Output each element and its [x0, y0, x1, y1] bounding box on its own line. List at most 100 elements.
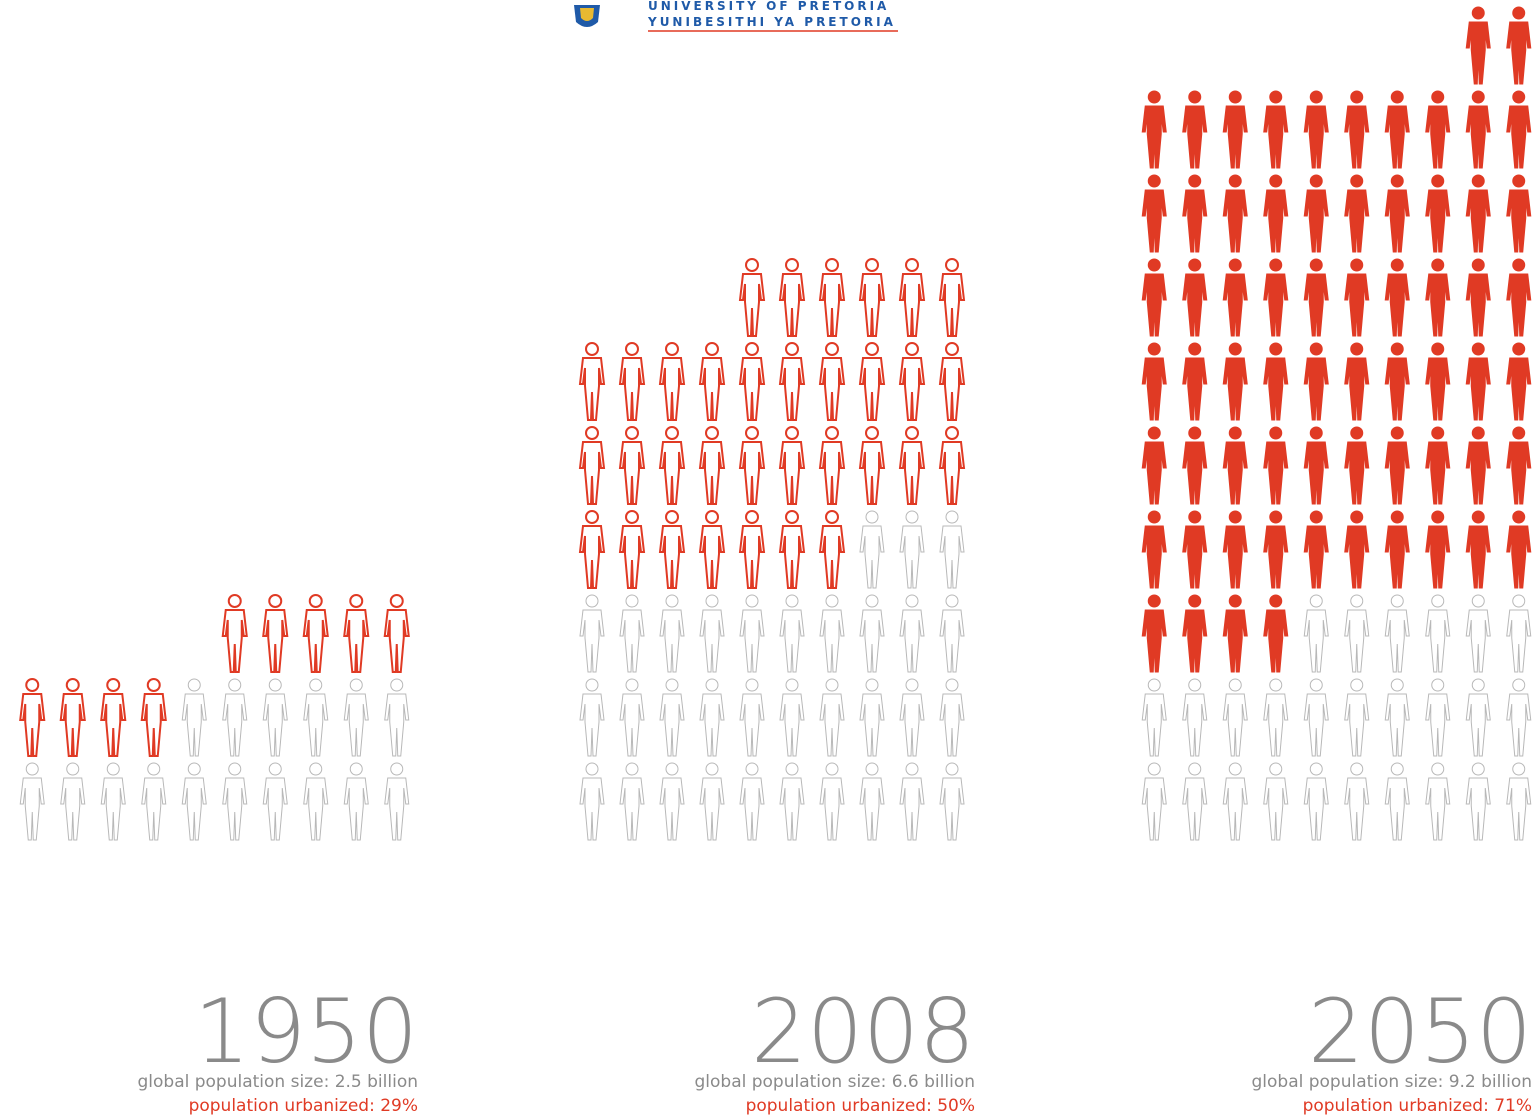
person-body: [20, 694, 44, 756]
person-body: [182, 778, 206, 840]
person-figure: [580, 427, 604, 504]
person-figure: [101, 763, 125, 840]
person-body: [1507, 694, 1531, 756]
person-head: [626, 679, 638, 691]
person-figure: [1345, 343, 1369, 420]
person-head: [946, 511, 958, 523]
person-head: [586, 343, 598, 355]
person-figure: [620, 679, 644, 756]
person-head: [946, 259, 958, 271]
person-body: [1466, 106, 1490, 168]
person-body: [660, 442, 684, 504]
person-figure: [620, 763, 644, 840]
person-figure: [620, 595, 644, 672]
person-head: [1229, 343, 1241, 355]
person-figure: [1385, 91, 1409, 168]
person-figure: [900, 427, 924, 504]
person-head: [866, 511, 878, 523]
person-body: [860, 274, 884, 336]
person-figure: [1304, 259, 1328, 336]
person-figure: [1385, 343, 1409, 420]
person-body: [620, 358, 644, 420]
person-figure: [1264, 427, 1288, 504]
person-head: [1229, 427, 1241, 439]
person-body: [1223, 610, 1247, 672]
person-body: [1183, 694, 1207, 756]
person-figure: [1507, 91, 1531, 168]
person-figure: [1385, 259, 1409, 336]
person-head: [1391, 511, 1403, 523]
person-body: [1264, 106, 1288, 168]
person-body: [740, 442, 764, 504]
person-head: [1513, 175, 1525, 187]
person-head: [1148, 343, 1160, 355]
person-figure: [580, 763, 604, 840]
person-body: [860, 694, 884, 756]
person-figure: [820, 679, 844, 756]
person-body: [860, 778, 884, 840]
person-body: [660, 526, 684, 588]
person-head: [67, 763, 79, 775]
person-head: [1229, 763, 1241, 775]
person-body: [1385, 358, 1409, 420]
person-head: [1513, 259, 1525, 271]
person-head: [310, 679, 322, 691]
person-head: [906, 763, 918, 775]
person-head: [1310, 259, 1322, 271]
person-figure: [1385, 427, 1409, 504]
person-figure: [182, 763, 206, 840]
person-figure: [740, 343, 764, 420]
person-head: [826, 679, 838, 691]
person-figure: [1264, 175, 1288, 252]
person-figure: [660, 679, 684, 756]
person-figure: [1385, 511, 1409, 588]
person-head: [1229, 91, 1241, 103]
person-head: [1391, 427, 1403, 439]
person-body: [1304, 358, 1328, 420]
person-body: [1507, 778, 1531, 840]
person-figure: [580, 595, 604, 672]
person-figure: [385, 679, 409, 756]
person-figure: [860, 511, 884, 588]
person-body: [61, 694, 85, 756]
person-figure: [860, 595, 884, 672]
person-head: [1189, 427, 1201, 439]
person-figure: [1345, 175, 1369, 252]
person-figure: [1426, 595, 1450, 672]
person-head: [946, 763, 958, 775]
person-head: [746, 427, 758, 439]
person-head: [269, 595, 281, 607]
person-figure: [900, 511, 924, 588]
population-label: global population size: 6.6 billion: [694, 1072, 975, 1092]
person-body: [1142, 778, 1166, 840]
person-head: [586, 595, 598, 607]
person-figure: [1345, 679, 1369, 756]
person-head: [626, 343, 638, 355]
person-figure: [1304, 763, 1328, 840]
person-head: [1229, 595, 1241, 607]
person-body: [1426, 694, 1450, 756]
person-head: [269, 763, 281, 775]
person-head: [946, 595, 958, 607]
person-figure: [700, 427, 724, 504]
person-body: [1304, 526, 1328, 588]
person-figure: [1183, 91, 1207, 168]
person-figure: [1304, 175, 1328, 252]
person-body: [1426, 190, 1450, 252]
person-figure: [1426, 511, 1450, 588]
person-body: [304, 694, 328, 756]
person-figure: [101, 679, 125, 756]
person-head: [107, 763, 119, 775]
person-body: [620, 694, 644, 756]
person-head: [67, 679, 79, 691]
person-head: [1391, 763, 1403, 775]
person-head: [666, 511, 678, 523]
person-body: [940, 526, 964, 588]
person-body: [660, 694, 684, 756]
person-body: [660, 610, 684, 672]
person-body: [1264, 358, 1288, 420]
person-head: [1351, 595, 1363, 607]
person-body: [860, 526, 884, 588]
person-body: [620, 610, 644, 672]
person-figure: [1426, 427, 1450, 504]
